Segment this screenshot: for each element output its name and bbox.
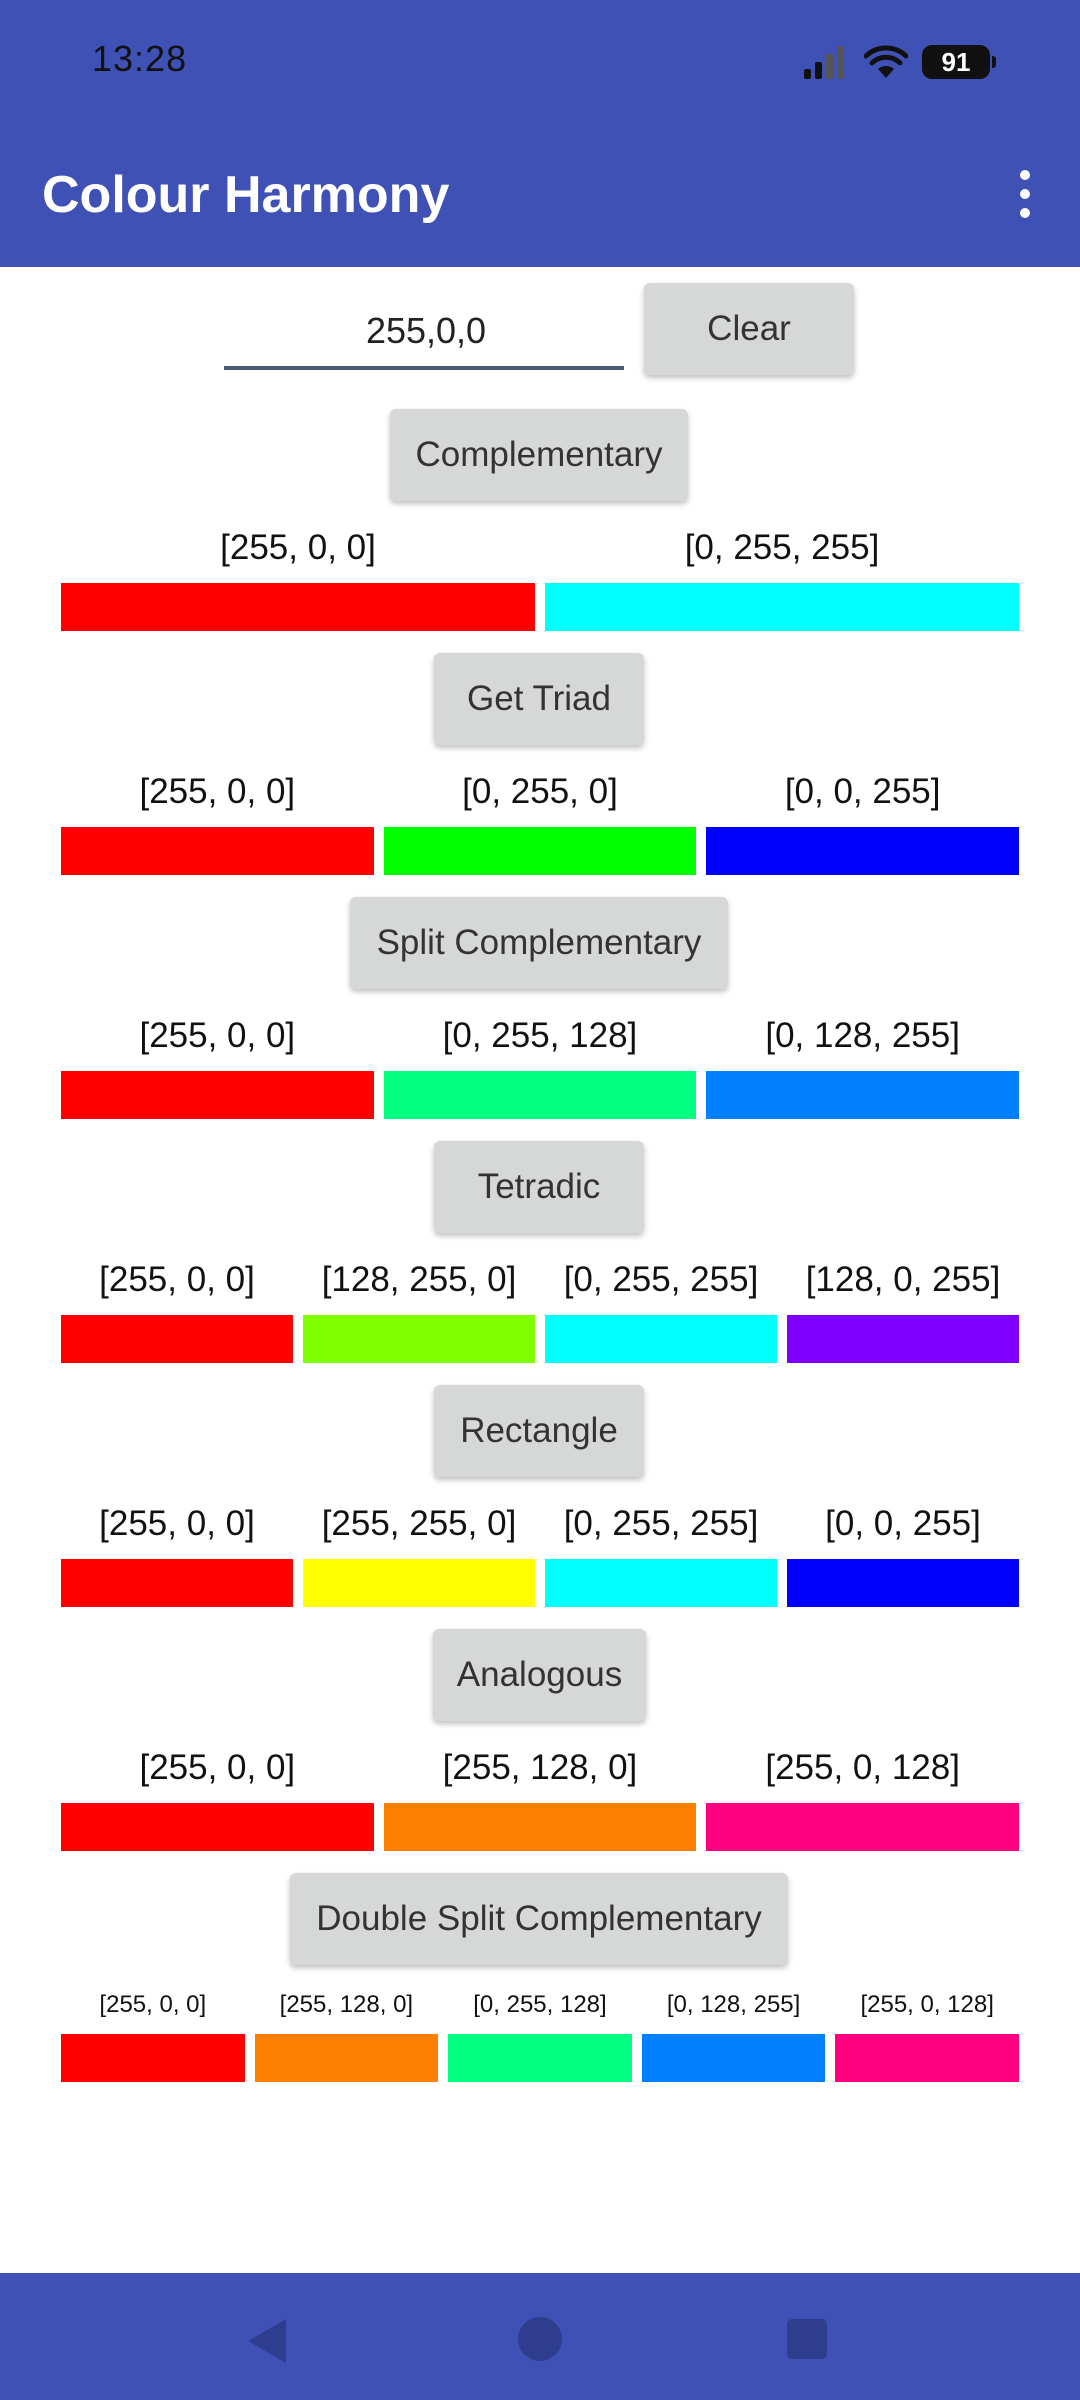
- status-icons: 91: [804, 40, 996, 84]
- rectangle-color-swatch: [303, 1559, 535, 1607]
- analogous-color-swatch: [383, 1803, 697, 1851]
- rectangle-color-swatch: [545, 1559, 777, 1607]
- back-icon[interactable]: [248, 2319, 286, 2363]
- triad-swatch-label: [255, 0, 0]: [139, 772, 296, 811]
- split-swatch-label: [0, 255, 128]: [442, 1016, 638, 1055]
- double-split-swatch-label: [255, 128, 0]: [279, 1991, 414, 2018]
- rectangle-swatch-label: [0, 255, 255]: [563, 1504, 759, 1543]
- recents-icon[interactable]: [787, 2319, 827, 2359]
- triad-swatch-label: [0, 255, 0]: [462, 772, 618, 811]
- analogous-swatch-label: [255, 0, 128]: [765, 1748, 960, 1787]
- split-swatch-label: [0, 128, 255]: [765, 1016, 960, 1055]
- clear-button[interactable]: Clear: [644, 283, 854, 375]
- split-swatch-label: [255, 0, 0]: [139, 1016, 296, 1055]
- triad-color-swatch: [706, 827, 1019, 875]
- tetradic-button[interactable]: Tetradic: [434, 1141, 644, 1233]
- double-split-swatch-label: [0, 255, 128]: [473, 1991, 607, 2018]
- rectangle-swatch-label: [255, 255, 0]: [321, 1504, 517, 1543]
- rectangle-swatch-label: [0, 0, 255]: [825, 1504, 981, 1543]
- complementary-swatch-label: [255, 0, 0]: [220, 528, 376, 567]
- analogous-swatch-label: [255, 0, 0]: [139, 1748, 296, 1787]
- signal-icon: [804, 46, 844, 79]
- tetradic-color-swatch: [61, 1315, 293, 1363]
- rectangle-button[interactable]: Rectangle: [434, 1385, 644, 1477]
- double-split-swatch-label: [0, 128, 255]: [666, 1991, 801, 2018]
- split-color-swatch: [61, 1071, 374, 1119]
- complementary-button[interactable]: Complementary: [390, 409, 688, 501]
- double-split-color-swatch: [61, 2034, 245, 2082]
- app-title: Colour Harmony: [42, 166, 450, 224]
- split-complementary-button[interactable]: Split Complementary: [350, 897, 728, 989]
- tetradic-color-swatch: [545, 1315, 777, 1363]
- overflow-menu-icon[interactable]: [1010, 170, 1040, 218]
- double-split-color-swatch: [835, 2034, 1019, 2082]
- wifi-icon: [864, 45, 908, 78]
- battery-level: 91: [941, 46, 971, 77]
- split-color-swatch: [383, 1071, 697, 1119]
- navigation-bar: [0, 2273, 1080, 2400]
- rectangle-color-swatch: [787, 1559, 1019, 1607]
- complementary-swatch-label: [0, 255, 255]: [684, 528, 880, 567]
- analogous-swatch-label: [255, 128, 0]: [442, 1748, 638, 1787]
- analogous-color-swatch: [706, 1803, 1019, 1851]
- split-color-swatch: [706, 1071, 1019, 1119]
- tetradic-swatch-label: [255, 0, 0]: [99, 1260, 255, 1299]
- tetradic-swatch-label: [0, 255, 255]: [563, 1260, 759, 1299]
- triad-swatch-label: [0, 0, 255]: [784, 772, 941, 811]
- home-icon[interactable]: [518, 2317, 562, 2361]
- double-split-color-swatch: [254, 2034, 439, 2082]
- double-split-color-swatch: [641, 2034, 826, 2082]
- rectangle-swatch-label: [255, 0, 0]: [99, 1504, 255, 1543]
- complementary-color-swatch: [61, 583, 535, 631]
- analogous-button[interactable]: Analogous: [433, 1629, 646, 1721]
- get-triad-button[interactable]: Get Triad: [434, 653, 644, 745]
- double-split-swatch-label: [255, 0, 0]: [99, 1991, 207, 2018]
- rgb-input-field[interactable]: [224, 300, 628, 370]
- rectangle-color-swatch: [61, 1559, 293, 1607]
- double-split-color-swatch: [448, 2034, 632, 2082]
- rgb-input[interactable]: [224, 300, 628, 362]
- battery-icon: 91: [922, 45, 996, 79]
- tetradic-swatch-label: [128, 0, 255]: [805, 1260, 1001, 1299]
- complementary-color-swatch: [545, 583, 1019, 631]
- tetradic-swatch-label: [128, 255, 0]: [321, 1260, 517, 1299]
- triad-color-swatch: [61, 827, 374, 875]
- analogous-color-swatch: [61, 1803, 374, 1851]
- double-split-swatch-label: [255, 0, 128]: [860, 1991, 994, 2018]
- tetradic-color-swatch: [787, 1315, 1019, 1363]
- status-time: 13:28: [92, 38, 188, 79]
- app-bar: 13:28 91 Colour Harmony: [0, 0, 1080, 267]
- triad-color-swatch: [383, 827, 697, 875]
- double-split-complementary-button[interactable]: Double Split Complementary: [290, 1873, 788, 1965]
- tetradic-color-swatch: [303, 1315, 535, 1363]
